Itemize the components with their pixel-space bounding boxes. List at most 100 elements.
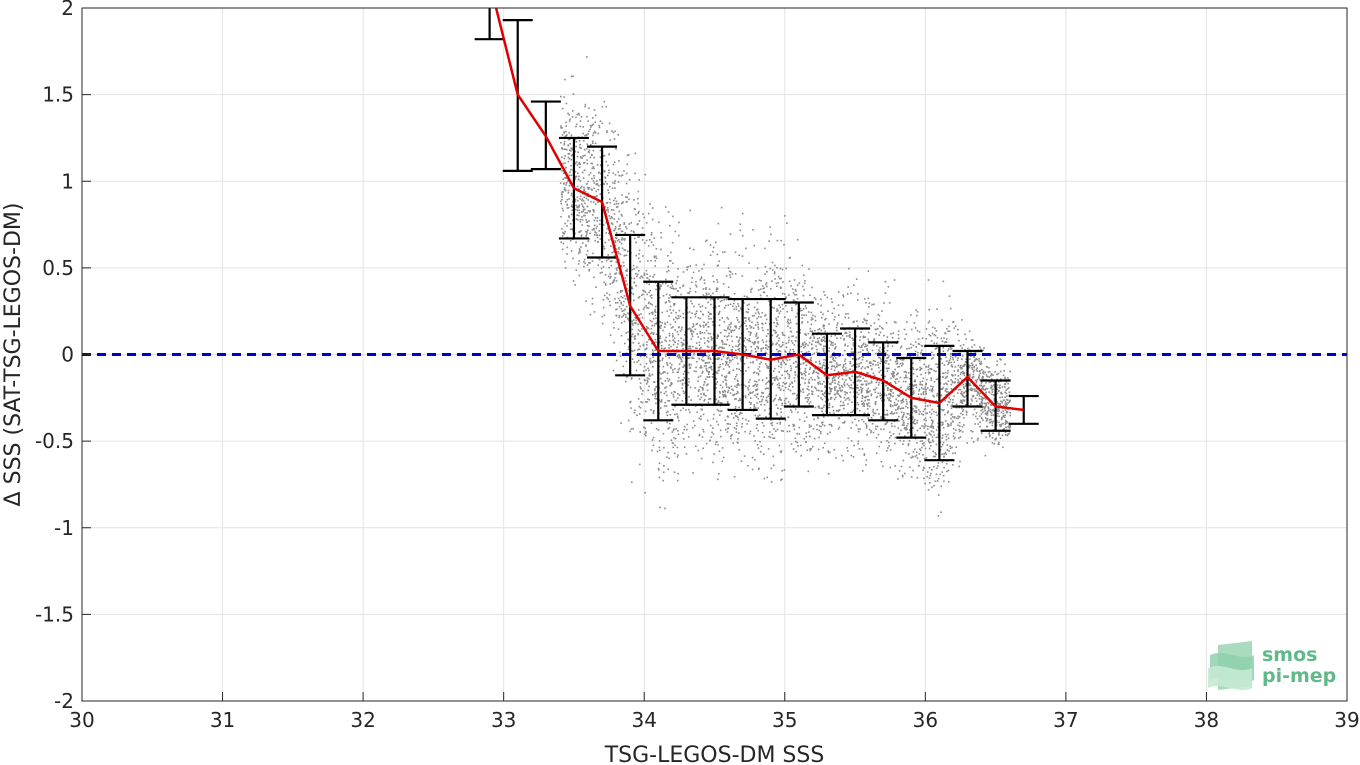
scatter-point [942,474,945,477]
scatter-point [826,433,829,435]
scatter-point [871,368,873,370]
scatter-point [721,460,724,463]
scatter-point [632,324,634,326]
scatter-point [798,418,801,421]
scatter-point [791,382,794,384]
scatter-point [670,327,673,329]
scatter-point [866,319,868,322]
scatter-point [649,362,652,364]
scatter-point [719,346,721,349]
scatter-point [631,287,634,290]
scatter-point [741,412,743,414]
scatter-point [719,319,721,321]
scatter-point [978,370,981,373]
scatter-point [650,422,653,424]
scatter-point [609,185,611,188]
scatter-point [598,126,601,129]
scatter-point [653,273,656,276]
scatter-point [670,312,673,314]
scatter-point [832,357,834,359]
scatter-point [760,280,762,282]
scatter-point [845,375,848,377]
scatter-point [756,423,758,426]
scatter-point [854,418,856,421]
scatter-point [981,401,984,404]
scatter-point [726,423,729,425]
scatter-point [875,381,878,384]
scatter-point [636,266,638,269]
scatter-point [795,440,797,443]
scatter-point [928,308,930,311]
scatter-point [945,394,947,396]
scatter-point [658,371,661,374]
scatter-point [945,341,947,343]
scatter-point [751,315,754,317]
scatter-point [736,390,739,393]
scatter-point [913,380,916,383]
scatter-point [572,110,574,112]
scatter-point [582,208,585,211]
scatter-point [651,349,654,351]
scatter-point [835,457,837,459]
scatter-point [975,412,978,414]
scatter-point [817,366,820,368]
scatter-point [640,275,642,278]
scatter-point [961,393,963,395]
scatter-point [665,353,667,356]
scatter-point [797,411,799,414]
scatter-point [624,249,627,251]
scatter-point [588,107,590,110]
scatter-point [676,356,679,358]
scatter-point [567,144,569,146]
scatter-point [586,250,589,252]
scatter-point [677,315,680,317]
scatter-point [794,408,797,410]
scatter-point [722,251,724,254]
scatter-point [765,383,767,385]
scatter-point [844,399,847,401]
scatter-point [766,387,768,389]
scatter-point [709,294,712,297]
scatter-point [610,264,613,267]
scatter-point [747,465,749,467]
scatter-point [615,200,618,203]
scatter-point [916,429,919,432]
scatter-point [627,317,629,319]
scatter-point [801,373,804,375]
scatter-point [979,346,981,348]
scatter-point [865,384,868,386]
scatter-point [916,354,919,357]
scatter-point [593,182,596,184]
scatter-point [777,359,780,361]
scatter-point [948,295,951,297]
scatter-point [977,423,979,425]
scatter-point [976,378,979,381]
scatter-point [676,346,678,349]
scatter-point [614,298,616,300]
scatter-point [860,400,863,402]
scatter-point [735,392,738,395]
scatter-point [788,375,791,378]
scatter-point [737,418,740,421]
scatter-point [708,288,711,290]
scatter-point [666,361,668,364]
scatter-point [919,411,921,413]
scatter-point [880,360,882,363]
scatter-point [798,282,801,284]
scatter-point [705,365,707,367]
scatter-point [750,291,752,293]
scatter-point [717,264,720,267]
scatter-point [581,211,583,213]
scatter-point [969,358,971,360]
scatter-point [930,434,932,436]
scatter-point [725,396,727,398]
scatter-point [963,387,966,390]
scatter-point [567,189,570,192]
scatter-point [821,338,823,341]
scatter-point [678,353,680,356]
scatter-point [924,383,927,386]
scatter-point [849,362,851,365]
scatter-point [615,359,618,362]
scatter-point [957,333,959,336]
scatter-point [682,312,685,315]
